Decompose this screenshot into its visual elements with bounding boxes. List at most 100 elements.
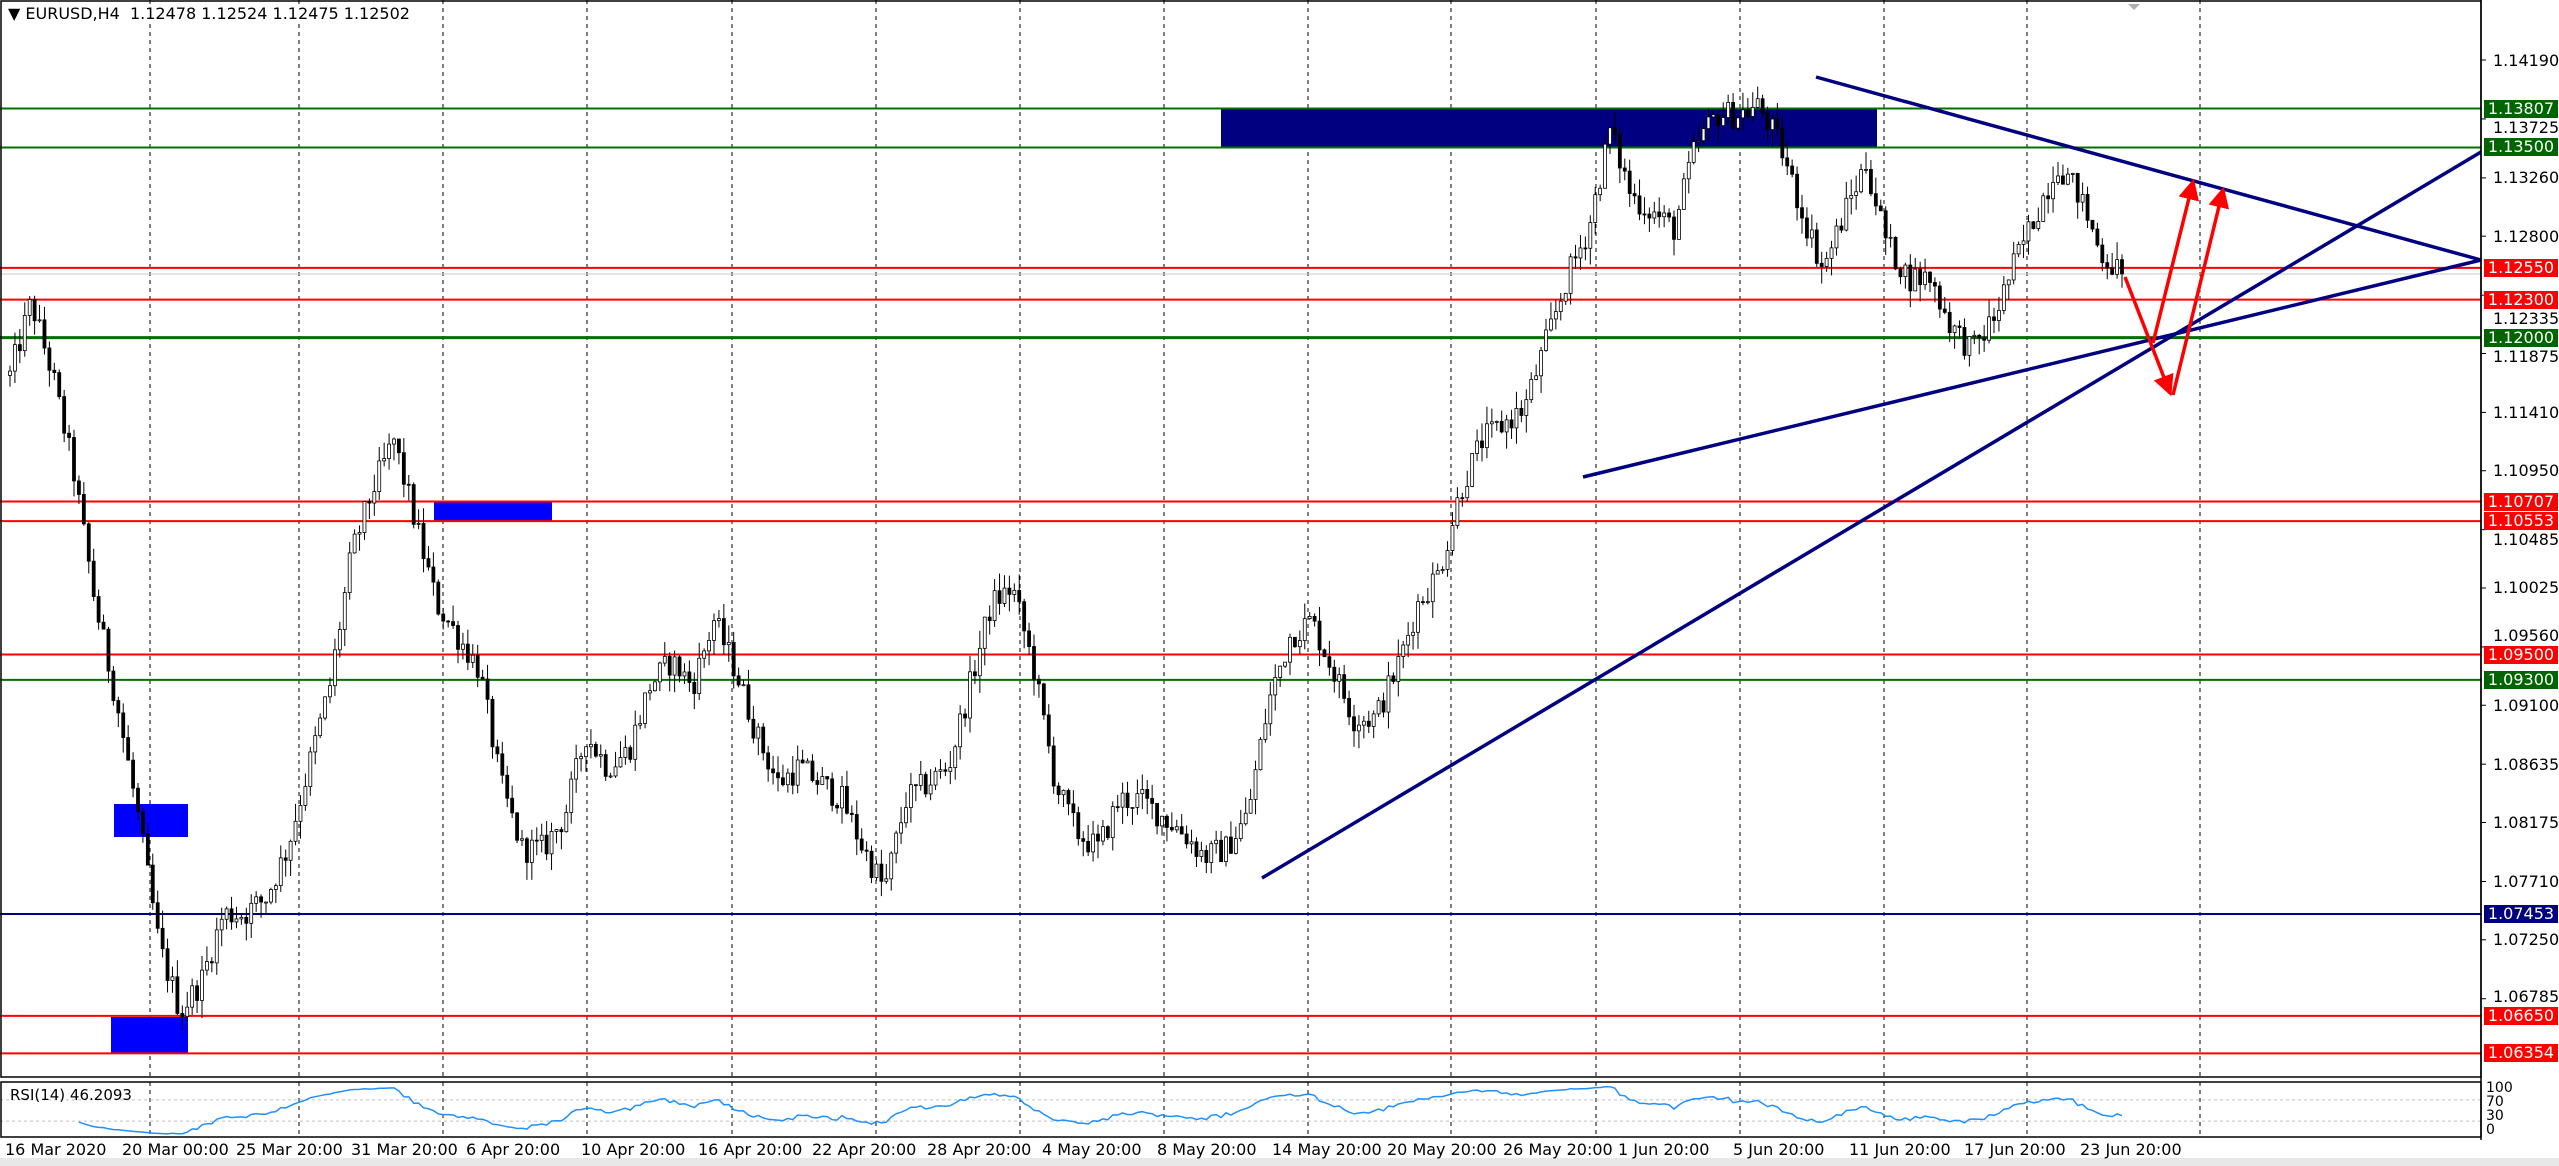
bear-candle bbox=[160, 927, 165, 950]
bull-candle bbox=[1864, 169, 1868, 171]
bull-candle bbox=[1440, 569, 1445, 572]
bear-candle bbox=[111, 670, 116, 701]
red-arrow[interactable] bbox=[2171, 186, 2230, 396]
zone bbox=[114, 804, 188, 837]
bear-candle bbox=[879, 863, 884, 882]
bear-candle bbox=[1716, 114, 1721, 127]
dropdown-triangle-icon[interactable]: ▼ bbox=[8, 4, 26, 23]
bear-candle bbox=[515, 812, 519, 841]
bull-candle bbox=[992, 590, 997, 622]
bear-candle bbox=[1731, 101, 1735, 129]
bear-candle bbox=[845, 786, 849, 814]
bull-candle bbox=[569, 778, 574, 813]
bull-candle bbox=[1376, 700, 1381, 715]
bull-candle bbox=[249, 902, 254, 924]
level-price-label: 1.13807 bbox=[2484, 99, 2558, 118]
bull-candle bbox=[1199, 850, 1204, 857]
bear-candle bbox=[1312, 616, 1317, 622]
trendlines[interactable] bbox=[1261, 75, 2482, 880]
bear-candle bbox=[1317, 620, 1322, 651]
price-tick: 1.13725 bbox=[2493, 118, 2559, 138]
bear-candle bbox=[1942, 308, 1947, 313]
time-tick: 23 Jun 20:00 bbox=[2080, 1140, 2182, 1159]
bull-candle bbox=[1662, 212, 1667, 218]
bear-candle bbox=[667, 655, 672, 676]
bull-candle bbox=[1578, 247, 1583, 259]
bull-candle bbox=[574, 758, 579, 780]
bear-candle bbox=[446, 620, 451, 623]
bear-candle bbox=[465, 643, 470, 663]
chart-header: ▼ EURUSD,H4 1.12478 1.12524 1.12475 1.12… bbox=[8, 4, 410, 23]
time-tick: 16 Apr 20:00 bbox=[698, 1140, 803, 1159]
bear-candle bbox=[825, 776, 830, 780]
bull-candle bbox=[840, 786, 844, 809]
bull-candle bbox=[977, 647, 982, 677]
bull-candle bbox=[1263, 723, 1268, 740]
bear-candle bbox=[544, 834, 549, 855]
bull-candle bbox=[1534, 375, 1539, 380]
bear-candle bbox=[495, 746, 500, 755]
bear-candle bbox=[1391, 675, 1396, 682]
level-price-label: 1.06650 bbox=[2484, 1006, 2558, 1025]
bear-candle bbox=[411, 484, 416, 525]
bear-candle bbox=[175, 976, 180, 1014]
price-tick: 1.08175 bbox=[2493, 813, 2559, 833]
bull-candle bbox=[1268, 694, 1273, 725]
bull-candle bbox=[416, 523, 421, 525]
bear-candle bbox=[1460, 497, 1465, 500]
bear-candle bbox=[1027, 630, 1031, 647]
bull-candle bbox=[1686, 161, 1691, 180]
uptrend-line[interactable] bbox=[1261, 150, 2482, 880]
bull-candle bbox=[529, 839, 534, 863]
bear-candle bbox=[1421, 601, 1425, 604]
bull-candle bbox=[470, 654, 475, 663]
bear-candle bbox=[77, 480, 81, 495]
bull-candle bbox=[657, 662, 662, 683]
bear-candle bbox=[2046, 195, 2051, 200]
bear-candle bbox=[1573, 256, 1578, 259]
bull-candle bbox=[2115, 259, 2119, 275]
zone bbox=[434, 501, 552, 522]
bear-candle bbox=[1795, 173, 1799, 209]
bull-candle bbox=[549, 831, 554, 855]
bull-candle bbox=[352, 533, 357, 554]
red-arrow[interactable] bbox=[2151, 178, 2199, 344]
level-price-label: 1.10707 bbox=[2484, 492, 2558, 511]
bull-candle bbox=[982, 616, 987, 649]
bear-candle bbox=[121, 712, 126, 738]
bear-candle bbox=[475, 654, 480, 678]
bear-candle bbox=[145, 833, 150, 866]
bull-candle bbox=[820, 776, 825, 785]
bull-candle bbox=[461, 643, 465, 650]
bear-candle bbox=[91, 560, 96, 597]
bear-candle bbox=[2085, 194, 2090, 221]
price-tick: 1.14190 bbox=[2493, 50, 2559, 70]
bear-candle bbox=[1878, 205, 1883, 212]
bull-candle bbox=[1701, 128, 1706, 142]
bull-candle bbox=[958, 713, 963, 748]
bear-candle bbox=[1928, 271, 1932, 283]
bull-candle bbox=[1529, 379, 1534, 401]
bull-candle bbox=[333, 649, 337, 687]
bull-candle bbox=[1283, 661, 1287, 667]
bear-candle bbox=[32, 299, 37, 322]
bull-candle bbox=[1770, 118, 1775, 130]
bear-candle bbox=[2031, 221, 2036, 229]
shift-marker-icon[interactable] bbox=[2128, 4, 2140, 10]
downtrend-line[interactable] bbox=[1815, 75, 2482, 262]
support-trendline[interactable] bbox=[1582, 258, 2482, 479]
bear-candle bbox=[2061, 175, 2065, 185]
bear-candle bbox=[1293, 636, 1297, 648]
bull-candle bbox=[1278, 665, 1283, 678]
projection-arrows[interactable] bbox=[2123, 178, 2230, 397]
bear-candle bbox=[790, 772, 795, 786]
bull-candle bbox=[1455, 497, 1460, 526]
bull-candle bbox=[717, 618, 721, 622]
red-arrow[interactable] bbox=[2123, 276, 2174, 397]
bull-candle bbox=[1209, 843, 1214, 863]
bull-candle bbox=[884, 878, 889, 882]
bear-candle bbox=[1179, 826, 1184, 835]
bear-candle bbox=[1627, 170, 1632, 194]
time-tick: 22 Apr 20:00 bbox=[812, 1140, 917, 1159]
